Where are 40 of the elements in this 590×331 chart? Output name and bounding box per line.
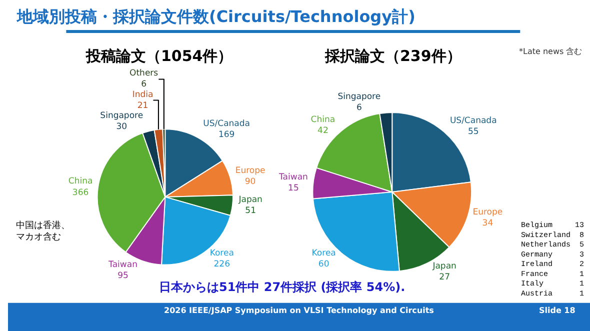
slice-label: Taiwan <box>108 260 138 270</box>
data-label: 55 <box>468 127 479 138</box>
data-label: 51 <box>245 206 256 216</box>
slice-label: US/Canada <box>203 118 250 129</box>
slice-label: Europe <box>235 166 266 176</box>
slice-label: US/Canada <box>450 116 497 126</box>
slice-label: China <box>310 115 336 126</box>
data-label: 21 <box>137 100 148 111</box>
data-label: 30 <box>116 122 128 132</box>
data-label: 366 <box>72 188 89 198</box>
data-label: 6 <box>141 80 147 90</box>
text: 2026 IEEE/JSAP Symposium on VLSI Technology and Circuits <box>164 306 434 315</box>
data-label: 6 <box>356 102 362 113</box>
slice-label: Taiwan <box>278 172 308 182</box>
slice-label: Singapore <box>100 110 144 121</box>
slice-label: China <box>68 176 93 187</box>
slice-label: Japan <box>432 262 456 272</box>
chart-title: 投稿論文（1054件） <box>85 47 233 65</box>
slice-label: Korea <box>312 248 336 259</box>
data-label: 90 <box>244 176 256 187</box>
slice-label: Europe <box>472 208 503 218</box>
data-label: 27 <box>439 272 450 283</box>
data-label: 169 <box>218 130 235 140</box>
data-label: 15 <box>288 184 299 194</box>
slice-label: India <box>132 90 154 100</box>
slice-label: Others <box>130 68 159 79</box>
text: Slide 18 <box>539 306 576 315</box>
chart-title: 採択論文（239件） <box>324 47 462 65</box>
text: 中国は香港、マカオ含む <box>16 220 70 243</box>
slice-label: Singapore <box>338 92 381 102</box>
data-label: 95 <box>118 270 128 281</box>
data-label: 42 <box>318 126 328 136</box>
slice-label: Japan <box>238 195 262 206</box>
data-label: 60 <box>318 260 330 270</box>
text: 日本からは51件中 27件採択 (採択率 54%). <box>159 280 406 294</box>
data-label: 34 <box>482 218 494 229</box>
text: 地域別投稿・採択論文件数(Circuits/Technology計) <box>16 7 416 26</box>
text: *Late news 含む <box>519 47 582 56</box>
data-label: 226 <box>214 260 230 270</box>
slice-label: Korea <box>210 248 234 259</box>
